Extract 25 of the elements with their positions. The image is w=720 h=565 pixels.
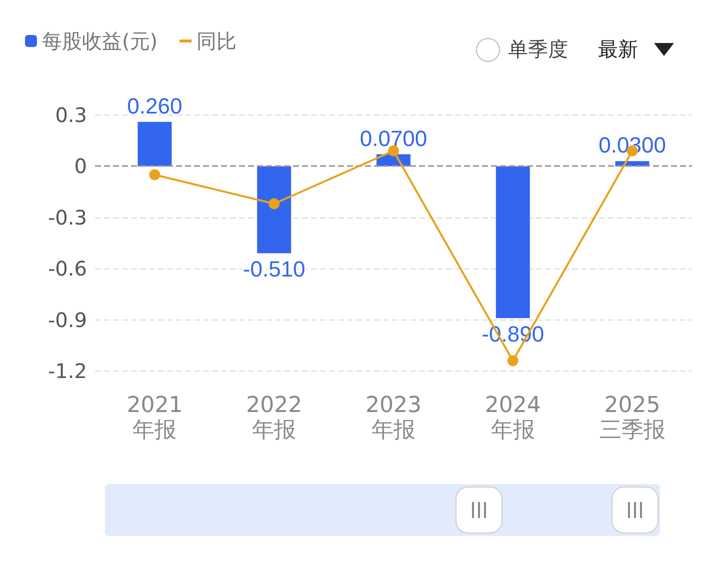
point: [507, 355, 518, 366]
y-tick-label: 0: [74, 154, 87, 178]
bar: [257, 166, 292, 254]
data-label: 0.0700: [360, 126, 428, 151]
point: [149, 169, 160, 180]
bar: [496, 166, 530, 318]
x-tick-label: 2021 年报: [126, 393, 183, 443]
y-tick-label: -0.9: [48, 308, 87, 332]
legend-label: 每股收益(元): [42, 29, 158, 53]
x-tick-label: 2022 年报: [246, 393, 302, 443]
text: 单季度: [508, 36, 568, 63]
y-tick-label: 0.3: [55, 103, 87, 127]
y-tick-label: -1.2: [48, 359, 87, 383]
data-label: -0.510: [242, 256, 306, 282]
data-label: 0.260: [127, 93, 182, 118]
x-tick-label: 2024 年报: [484, 393, 541, 443]
data-label: 0.0300: [598, 132, 666, 158]
x-tick-label: 2025 三季报: [599, 393, 666, 443]
x-tick-label: 2023 年报: [366, 393, 422, 443]
point: [268, 198, 280, 210]
text: 最新: [598, 36, 638, 63]
y-tick-label: -0.6: [48, 256, 87, 281]
legend-label: 同比: [196, 29, 237, 53]
bar: [138, 122, 172, 166]
y-tick-label: -0.3: [48, 205, 87, 230]
